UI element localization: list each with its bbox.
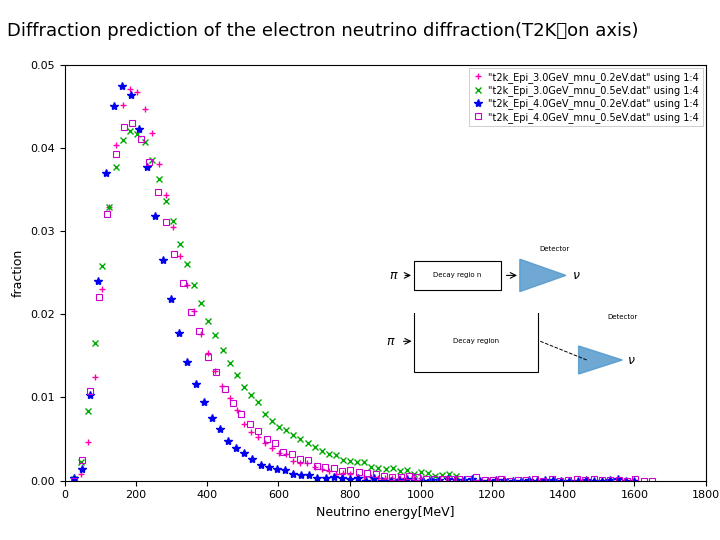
"t2k_Epi_3.0GeV_mnu_0.5eV.dat" using 1:4 <box>126 128 135 134</box>
"t2k_Epi_3.0GeV_mnu_0.2eV.dat" using 1:4 <box>148 130 156 136</box>
"t2k_Epi_4.0GeV_mnu_0.2eV.dat" using 1:4 <box>248 456 257 463</box>
"t2k_Epi_3.0GeV_mnu_0.2eV.dat" using 1:4 <box>183 281 192 288</box>
"t2k_Epi_4.0GeV_mnu_0.5eV.dat" using 1:4 <box>396 474 405 480</box>
Text: ν: ν <box>573 269 580 282</box>
FancyBboxPatch shape <box>415 311 538 372</box>
"t2k_Epi_3.0GeV_mnu_0.5eV.dat" using 1:4 <box>148 156 156 163</box>
"t2k_Epi_3.0GeV_mnu_0.2eV.dat" using 1:4 <box>69 477 78 483</box>
"t2k_Epi_3.0GeV_mnu_0.5eV.dat" using 1:4 <box>112 163 120 170</box>
Legend: "t2k_Epi_3.0GeV_mnu_0.2eV.dat" using 1:4, "t2k_Epi_3.0GeV_mnu_0.5eV.dat" using 1: "t2k_Epi_3.0GeV_mnu_0.2eV.dat" using 1:4… <box>469 68 703 126</box>
"t2k_Epi_3.0GeV_mnu_0.2eV.dat" using 1:4 <box>211 368 220 374</box>
X-axis label: Neutrino energy[MeV]: Neutrino energy[MeV] <box>316 506 454 519</box>
"t2k_Epi_3.0GeV_mnu_0.2eV.dat" using 1:4 <box>91 374 99 380</box>
"t2k_Epi_3.0GeV_mnu_0.2eV.dat" using 1:4 <box>154 161 163 167</box>
"t2k_Epi_4.0GeV_mnu_0.2eV.dat" using 1:4 <box>207 415 216 422</box>
"t2k_Epi_4.0GeV_mnu_0.5eV.dat" using 1:4 <box>69 477 78 484</box>
Text: Detector: Detector <box>607 314 637 320</box>
"t2k_Epi_3.0GeV_mnu_0.2eV.dat" using 1:4 <box>410 475 418 481</box>
Text: Decay regio n: Decay regio n <box>433 272 482 279</box>
"t2k_Epi_3.0GeV_mnu_0.2eV.dat" using 1:4 <box>275 449 284 456</box>
"t2k_Epi_3.0GeV_mnu_0.2eV.dat" using 1:4 <box>218 383 227 390</box>
"t2k_Epi_3.0GeV_mnu_0.2eV.dat" using 1:4 <box>360 474 369 480</box>
"t2k_Epi_3.0GeV_mnu_0.2eV.dat" using 1:4 <box>84 439 92 446</box>
"t2k_Epi_4.0GeV_mnu_0.5eV.dat" using 1:4 <box>212 368 220 375</box>
"t2k_Epi_3.0GeV_mnu_0.2eV.dat" using 1:4 <box>168 224 177 231</box>
"t2k_Epi_4.0GeV_mnu_0.5eV.dat" using 1:4 <box>153 188 162 195</box>
Text: π: π <box>386 335 394 348</box>
"t2k_Epi_4.0GeV_mnu_0.2eV.dat" using 1:4 <box>395 476 403 483</box>
"t2k_Epi_3.0GeV_mnu_0.2eV.dat" using 1:4 <box>239 421 248 427</box>
"t2k_Epi_3.0GeV_mnu_0.2eV.dat" using 1:4 <box>253 434 262 440</box>
Text: Diffraction prediction of the electron neutrino diffraction(T2K、on axis): Diffraction prediction of the electron n… <box>7 22 639 39</box>
"t2k_Epi_4.0GeV_mnu_0.5eV.dat" using 1:4 <box>564 477 572 483</box>
"t2k_Epi_3.0GeV_mnu_0.2eV.dat" using 1:4 <box>353 473 361 480</box>
"t2k_Epi_3.0GeV_mnu_0.2eV.dat" using 1:4 <box>133 89 142 96</box>
"t2k_Epi_3.0GeV_mnu_0.2eV.dat" using 1:4 <box>395 475 404 481</box>
"t2k_Epi_3.0GeV_mnu_0.2eV.dat" using 1:4 <box>176 253 184 259</box>
"t2k_Epi_3.0GeV_mnu_0.2eV.dat" using 1:4 <box>126 86 135 92</box>
"t2k_Epi_4.0GeV_mnu_0.2eV.dat" using 1:4 <box>69 475 78 481</box>
"t2k_Epi_3.0GeV_mnu_0.2eV.dat" using 1:4 <box>325 468 333 475</box>
"t2k_Epi_3.0GeV_mnu_0.5eV.dat" using 1:4 <box>417 469 426 475</box>
Text: π: π <box>390 269 397 282</box>
"t2k_Epi_4.0GeV_mnu_0.2eV.dat" using 1:4 <box>630 477 639 484</box>
Text: Decay region: Decay region <box>453 338 499 345</box>
"t2k_Epi_4.0GeV_mnu_0.2eV.dat" using 1:4 <box>313 475 322 481</box>
"t2k_Epi_3.0GeV_mnu_0.5eV.dat" using 1:4 <box>168 218 177 225</box>
Text: Detector: Detector <box>539 246 570 252</box>
Line: "t2k_Epi_4.0GeV_mnu_0.2eV.dat" using 1:4: "t2k_Epi_4.0GeV_mnu_0.2eV.dat" using 1:4 <box>70 82 639 485</box>
Line: "t2k_Epi_4.0GeV_mnu_0.5eV.dat" using 1:4: "t2k_Epi_4.0GeV_mnu_0.5eV.dat" using 1:4 <box>71 120 655 483</box>
"t2k_Epi_4.0GeV_mnu_0.2eV.dat" using 1:4 <box>150 213 159 220</box>
"t2k_Epi_3.0GeV_mnu_0.2eV.dat" using 1:4 <box>402 476 411 482</box>
"t2k_Epi_3.0GeV_mnu_0.2eV.dat" using 1:4 <box>303 460 312 466</box>
"t2k_Epi_3.0GeV_mnu_0.5eV.dat" using 1:4 <box>218 347 227 354</box>
"t2k_Epi_3.0GeV_mnu_0.2eV.dat" using 1:4 <box>161 192 170 199</box>
"t2k_Epi_3.0GeV_mnu_0.2eV.dat" using 1:4 <box>246 428 255 435</box>
"t2k_Epi_4.0GeV_mnu_0.2eV.dat" using 1:4 <box>565 477 574 484</box>
"t2k_Epi_3.0GeV_mnu_0.2eV.dat" using 1:4 <box>268 445 276 451</box>
"t2k_Epi_3.0GeV_mnu_0.2eV.dat" using 1:4 <box>225 395 234 401</box>
"t2k_Epi_3.0GeV_mnu_0.2eV.dat" using 1:4 <box>204 350 212 356</box>
"t2k_Epi_4.0GeV_mnu_0.2eV.dat" using 1:4 <box>362 477 371 484</box>
"t2k_Epi_4.0GeV_mnu_0.5eV.dat" using 1:4 <box>572 476 581 483</box>
"t2k_Epi_3.0GeV_mnu_0.2eV.dat" using 1:4 <box>381 474 390 481</box>
"t2k_Epi_3.0GeV_mnu_0.2eV.dat" using 1:4 <box>289 458 297 464</box>
"t2k_Epi_3.0GeV_mnu_0.2eV.dat" using 1:4 <box>197 330 205 337</box>
"t2k_Epi_3.0GeV_mnu_0.2eV.dat" using 1:4 <box>119 102 127 109</box>
"t2k_Epi_3.0GeV_mnu_0.2eV.dat" using 1:4 <box>190 307 199 314</box>
Text: ν: ν <box>628 354 635 367</box>
"t2k_Epi_3.0GeV_mnu_0.2eV.dat" using 1:4 <box>331 471 340 477</box>
FancyBboxPatch shape <box>414 261 501 290</box>
"t2k_Epi_3.0GeV_mnu_0.2eV.dat" using 1:4 <box>374 475 382 481</box>
"t2k_Epi_4.0GeV_mnu_0.2eV.dat" using 1:4 <box>118 82 127 89</box>
"t2k_Epi_3.0GeV_mnu_0.2eV.dat" using 1:4 <box>388 475 397 481</box>
"t2k_Epi_3.0GeV_mnu_0.5eV.dat" using 1:4 <box>452 472 461 479</box>
Line: "t2k_Epi_3.0GeV_mnu_0.5eV.dat" using 1:4: "t2k_Epi_3.0GeV_mnu_0.5eV.dat" using 1:4 <box>71 127 460 483</box>
Y-axis label: fraction: fraction <box>12 248 24 297</box>
"t2k_Epi_3.0GeV_mnu_0.2eV.dat" using 1:4 <box>338 470 347 476</box>
"t2k_Epi_3.0GeV_mnu_0.2eV.dat" using 1:4 <box>233 407 241 413</box>
"t2k_Epi_3.0GeV_mnu_0.2eV.dat" using 1:4 <box>282 451 291 457</box>
"t2k_Epi_4.0GeV_mnu_0.5eV.dat" using 1:4 <box>648 477 657 484</box>
Line: "t2k_Epi_3.0GeV_mnu_0.2eV.dat" using 1:4: "t2k_Epi_3.0GeV_mnu_0.2eV.dat" using 1:4 <box>71 86 424 483</box>
"t2k_Epi_3.0GeV_mnu_0.2eV.dat" using 1:4 <box>112 142 120 149</box>
"t2k_Epi_3.0GeV_mnu_0.2eV.dat" using 1:4 <box>416 475 425 481</box>
"t2k_Epi_3.0GeV_mnu_0.2eV.dat" using 1:4 <box>296 460 305 467</box>
Polygon shape <box>520 259 566 292</box>
"t2k_Epi_3.0GeV_mnu_0.2eV.dat" using 1:4 <box>318 465 326 472</box>
"t2k_Epi_3.0GeV_mnu_0.2eV.dat" using 1:4 <box>261 440 269 447</box>
"t2k_Epi_3.0GeV_mnu_0.2eV.dat" using 1:4 <box>76 470 85 477</box>
"t2k_Epi_3.0GeV_mnu_0.2eV.dat" using 1:4 <box>98 286 107 292</box>
"t2k_Epi_3.0GeV_mnu_0.2eV.dat" using 1:4 <box>105 204 114 211</box>
"t2k_Epi_4.0GeV_mnu_0.5eV.dat" using 1:4 <box>254 428 263 434</box>
"t2k_Epi_3.0GeV_mnu_0.2eV.dat" using 1:4 <box>310 463 319 470</box>
"t2k_Epi_3.0GeV_mnu_0.2eV.dat" using 1:4 <box>367 473 376 480</box>
Polygon shape <box>579 346 622 374</box>
"t2k_Epi_3.0GeV_mnu_0.5eV.dat" using 1:4 <box>69 476 78 483</box>
"t2k_Epi_3.0GeV_mnu_0.5eV.dat" using 1:4 <box>445 471 454 477</box>
"t2k_Epi_3.0GeV_mnu_0.2eV.dat" using 1:4 <box>346 471 354 477</box>
"t2k_Epi_4.0GeV_mnu_0.5eV.dat" using 1:4 <box>128 120 137 126</box>
"t2k_Epi_3.0GeV_mnu_0.2eV.dat" using 1:4 <box>140 105 149 112</box>
